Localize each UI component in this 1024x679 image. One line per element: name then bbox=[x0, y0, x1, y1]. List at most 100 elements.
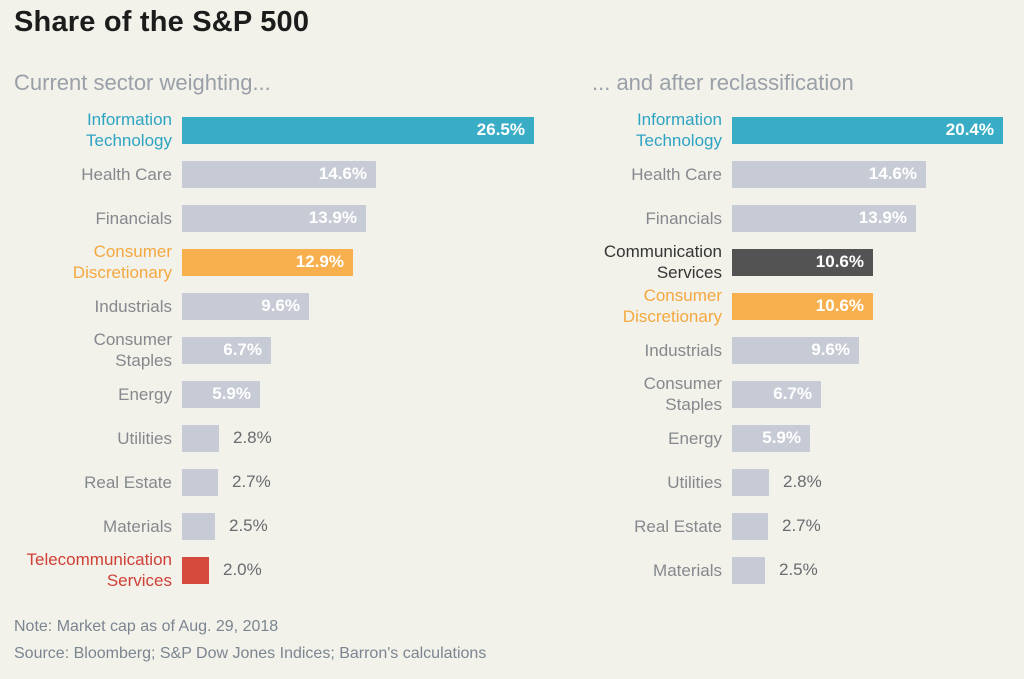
sector-label: Energy bbox=[668, 428, 722, 448]
sector-bar bbox=[182, 512, 215, 540]
chart-row-materials: Materials 2.5% bbox=[14, 504, 554, 548]
chart-row-telecommunication-services: Telecommunication Services 2.0% bbox=[14, 548, 554, 592]
chart-row-energy: Energy 5.9% bbox=[14, 372, 554, 416]
current-sector-weighting-chart: Information Technology 26.5% Health Care 14… bbox=[14, 108, 554, 592]
sector-bar bbox=[182, 468, 218, 496]
bar-value: 9.6% bbox=[261, 296, 300, 315]
bar-value: 2.7% bbox=[232, 472, 271, 491]
sector-label: Consumer Staples bbox=[643, 374, 722, 414]
bar-track: 9.6% bbox=[732, 328, 1016, 372]
chart-row-consumer-staples: Consumer Staples 6.7% bbox=[14, 328, 554, 372]
sector-label: Health Care bbox=[81, 164, 172, 184]
bar-track: 26.5% bbox=[182, 108, 554, 152]
bar-value: 5.9% bbox=[762, 428, 801, 447]
bar-value: 9.6% bbox=[811, 340, 850, 359]
bar-value: 6.7% bbox=[773, 384, 812, 403]
bar-value: 2.8% bbox=[233, 428, 272, 447]
bar-value: 2.8% bbox=[783, 472, 822, 491]
chart-row-information-technology: Information Technology 26.5% bbox=[14, 108, 554, 152]
sector-bar: 13.9% bbox=[732, 204, 916, 232]
chart-row-financials: Financials 13.9% bbox=[564, 196, 1016, 240]
bar-value: 10.6% bbox=[815, 252, 864, 271]
bar-track: 10.6% bbox=[732, 284, 1016, 328]
after-reclassification-chart: Information Technology 20.4% Health Care 14… bbox=[564, 108, 1016, 592]
sector-bar: 9.6% bbox=[182, 292, 309, 320]
chart-row-materials: Materials 2.5% bbox=[564, 548, 1016, 592]
sector-bar: 14.6% bbox=[732, 160, 926, 188]
bar-value: 14.6% bbox=[318, 164, 367, 183]
sector-label: Consumer Staples bbox=[93, 330, 172, 370]
sector-bar: 26.5% bbox=[182, 116, 534, 144]
chart-row-industrials: Industrials 9.6% bbox=[14, 284, 554, 328]
bar-track: 6.7% bbox=[732, 372, 1016, 416]
bar-track: 10.6% bbox=[732, 240, 1016, 284]
sector-bar: 5.9% bbox=[182, 380, 260, 408]
chart-row-utilities: Utilities 2.8% bbox=[564, 460, 1016, 504]
chart-row-health-care: Health Care 14.6% bbox=[14, 152, 554, 196]
sector-label: Consumer Discretionary bbox=[72, 242, 172, 282]
chart-row-utilities: Utilities 2.8% bbox=[14, 416, 554, 460]
bar-track: 13.9% bbox=[182, 196, 554, 240]
bar-value: 13.9% bbox=[308, 208, 357, 227]
chart-row-energy: Energy 5.9% bbox=[564, 416, 1016, 460]
bar-track: 2.8% bbox=[732, 460, 1016, 504]
bar-track: 20.4% bbox=[732, 108, 1016, 152]
bar-track: 12.9% bbox=[182, 240, 554, 284]
sector-label: Utilities bbox=[667, 472, 722, 492]
chart-row-information-technology: Information Technology 20.4% bbox=[564, 108, 1016, 152]
sector-bar: 6.7% bbox=[182, 336, 271, 364]
sector-label: Telecommunication Services bbox=[26, 550, 172, 590]
sector-label: Financials bbox=[95, 208, 172, 228]
chart-row-industrials: Industrials 9.6% bbox=[564, 328, 1016, 372]
chart-row-real-estate: Real Estate 2.7% bbox=[564, 504, 1016, 548]
sector-bar: 10.6% bbox=[732, 248, 873, 276]
sector-bar: 20.4% bbox=[732, 116, 1003, 144]
sector-bar bbox=[182, 556, 209, 584]
bar-value: 2.5% bbox=[779, 560, 818, 579]
chart-row-consumer-staples: Consumer Staples 6.7% bbox=[564, 372, 1016, 416]
sector-label: Communication Services bbox=[603, 242, 722, 282]
sector-label: Industrials bbox=[94, 296, 172, 316]
sector-label: Industrials bbox=[644, 340, 722, 360]
sector-label: Financials bbox=[645, 208, 722, 228]
sector-label: Materials bbox=[103, 516, 172, 536]
sector-label: Materials bbox=[653, 560, 722, 580]
source-text: Source: Bloomberg; S&P Dow Jones Indices… bbox=[14, 645, 487, 662]
chart-row-health-care: Health Care 14.6% bbox=[564, 152, 1016, 196]
sector-label: Real Estate bbox=[634, 516, 722, 536]
bar-track: 2.5% bbox=[732, 548, 1016, 592]
note-text: Note: Market cap as of Aug. 29, 2018 bbox=[14, 618, 279, 635]
sector-bar bbox=[732, 468, 769, 496]
sector-bar bbox=[732, 556, 765, 584]
sector-bar: 6.7% bbox=[732, 380, 821, 408]
bar-track: 2.8% bbox=[182, 416, 554, 460]
bar-value: 2.7% bbox=[782, 516, 821, 535]
bar-value: 13.9% bbox=[858, 208, 907, 227]
bar-track: 2.0% bbox=[182, 548, 554, 592]
sector-label: Energy bbox=[118, 384, 172, 404]
sector-label: Information Technology bbox=[85, 110, 172, 150]
bar-value: 14.6% bbox=[868, 164, 917, 183]
sector-label: Health Care bbox=[631, 164, 722, 184]
chart-row-real-estate: Real Estate 2.7% bbox=[14, 460, 554, 504]
bar-value: 5.9% bbox=[212, 384, 251, 403]
chart-row-financials: Financials 13.9% bbox=[14, 196, 554, 240]
sector-label: Consumer Discretionary bbox=[622, 286, 722, 326]
bar-value: 2.5% bbox=[229, 516, 268, 535]
bar-track: 5.9% bbox=[732, 416, 1016, 460]
bar-track: 14.6% bbox=[732, 152, 1016, 196]
bar-value: 6.7% bbox=[223, 340, 262, 359]
bar-track: 2.5% bbox=[182, 504, 554, 548]
bar-track: 5.9% bbox=[182, 372, 554, 416]
bar-value: 26.5% bbox=[476, 120, 525, 139]
right-chart-subtitle: ... and after reclassification bbox=[592, 70, 854, 95]
chart-row-consumer-discretionary: Consumer Discretionary 12.9% bbox=[14, 240, 554, 284]
sector-bar: 14.6% bbox=[182, 160, 376, 188]
bar-track: 9.6% bbox=[182, 284, 554, 328]
sector-bar bbox=[182, 424, 219, 452]
bar-track: 13.9% bbox=[732, 196, 1016, 240]
bar-track: 14.6% bbox=[182, 152, 554, 196]
bar-track: 2.7% bbox=[182, 460, 554, 504]
sector-bar: 5.9% bbox=[732, 424, 810, 452]
